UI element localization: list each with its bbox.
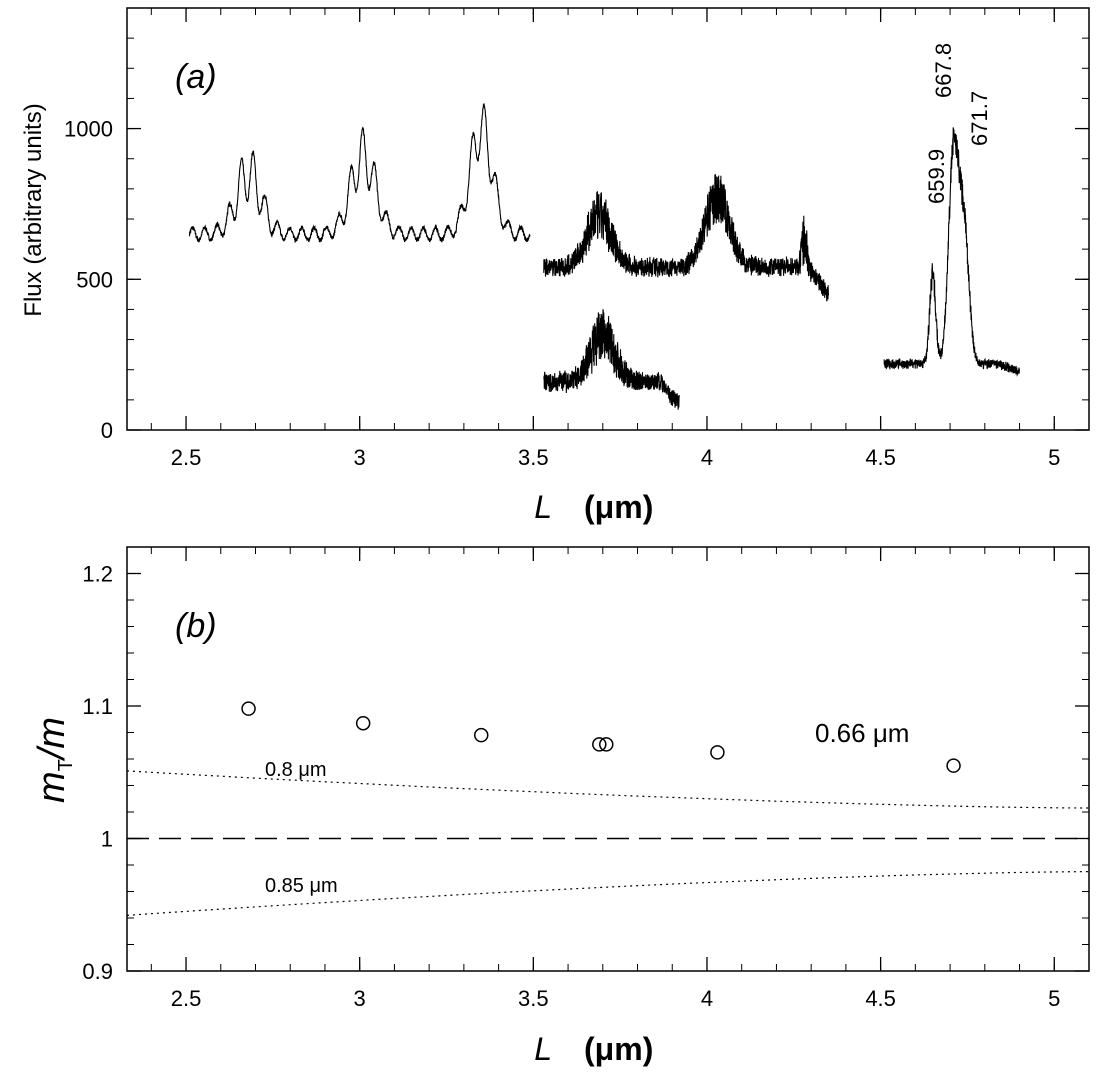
ylabel-m: m — [31, 771, 73, 803]
x-tick-label: 2.5 — [171, 986, 202, 1011]
x-tick-label: 4.5 — [865, 986, 896, 1011]
data-point — [473, 727, 489, 743]
x-tick-label: 3 — [354, 986, 366, 1011]
x-tick-label: 3.5 — [518, 986, 549, 1011]
data-point — [599, 737, 614, 752]
spectrum-line-2 — [543, 174, 830, 302]
annotation-659-9: 659.9 — [924, 149, 949, 204]
panel-b-ylabel: mT/m — [31, 717, 77, 803]
panel-a-ylabel: Flux (arbitrary units) — [20, 103, 47, 316]
annotation-0-85-um: 0.85 μm — [265, 875, 338, 897]
data-point — [710, 745, 725, 760]
y-tick-label: 1.1 — [82, 694, 113, 719]
svg-text:mT/m: mT/m — [31, 717, 77, 803]
y-tick-label: 500 — [76, 267, 113, 292]
data-point — [355, 715, 371, 731]
annotation-667-8: 667.8 — [931, 43, 956, 98]
x-tick-label: 3.5 — [518, 445, 549, 470]
annotation-671-7: 671.7 — [967, 91, 992, 146]
y-tick-label: 1 — [101, 827, 113, 852]
panel-a: 2.5 3 3.5 4 4.5 5 0 500 1000 (a) 659.9 667.8 671… — [20, 7, 1090, 525]
data-point — [592, 737, 607, 752]
panel-a-xlabel-l: L — [534, 489, 552, 525]
panel-b-xlabel-l: L — [534, 1031, 552, 1067]
y-tick-label: 1.2 — [82, 562, 113, 587]
x-tick-label: 3 — [354, 445, 366, 470]
panel-a-label: (a) — [175, 58, 217, 96]
y-tick-label: 0.9 — [82, 959, 113, 984]
panel-a-ticks: 2.5 3 3.5 4 4.5 5 0 500 1000 — [64, 7, 1090, 470]
panel-b-label: (b) — [175, 607, 217, 645]
annotation-0-8-um: 0.8 μm — [265, 759, 327, 781]
y-tick-label: 1000 — [64, 117, 113, 142]
x-tick-label: 2.5 — [171, 445, 202, 470]
panel-b-lines — [126, 770, 1090, 916]
data-point — [946, 758, 961, 773]
spectrum-line-4 — [883, 127, 1021, 377]
curve-0-8-um — [126, 770, 1090, 809]
y-tick-label: 0 — [101, 418, 113, 443]
ylabel-rest: /m — [31, 717, 73, 762]
curve-0-85-um — [126, 870, 1090, 916]
x-tick-label: 4 — [701, 986, 713, 1011]
spectrum-line-3 — [543, 309, 680, 410]
panel-b-xlabel-unit: (μm) — [584, 1031, 653, 1067]
spectrum-line-1 — [188, 103, 531, 244]
x-tick-label: 4.5 — [865, 445, 896, 470]
ylabel-subscript: T — [55, 759, 77, 771]
x-tick-label: 5 — [1048, 986, 1060, 1011]
panel-a-xlabel-unit: (μm) — [584, 489, 653, 525]
x-tick-label: 4 — [701, 445, 713, 470]
panel-b-ticks: 2.5 3 3.5 4 4.5 5 0.9 1 1.1 1.2 — [82, 546, 1090, 1011]
panel-b: 2.5 3 3.5 4 4.5 5 0.9 1 1.1 1.2 (b) 0.8 μm 0.85 μ… — [31, 546, 1090, 1067]
panel-b-points — [241, 701, 961, 773]
panel-a-spectra — [188, 103, 1021, 410]
annotation-0-66-um: 0.66 μm — [815, 718, 909, 748]
data-point — [241, 701, 256, 716]
x-tick-label: 5 — [1048, 445, 1060, 470]
